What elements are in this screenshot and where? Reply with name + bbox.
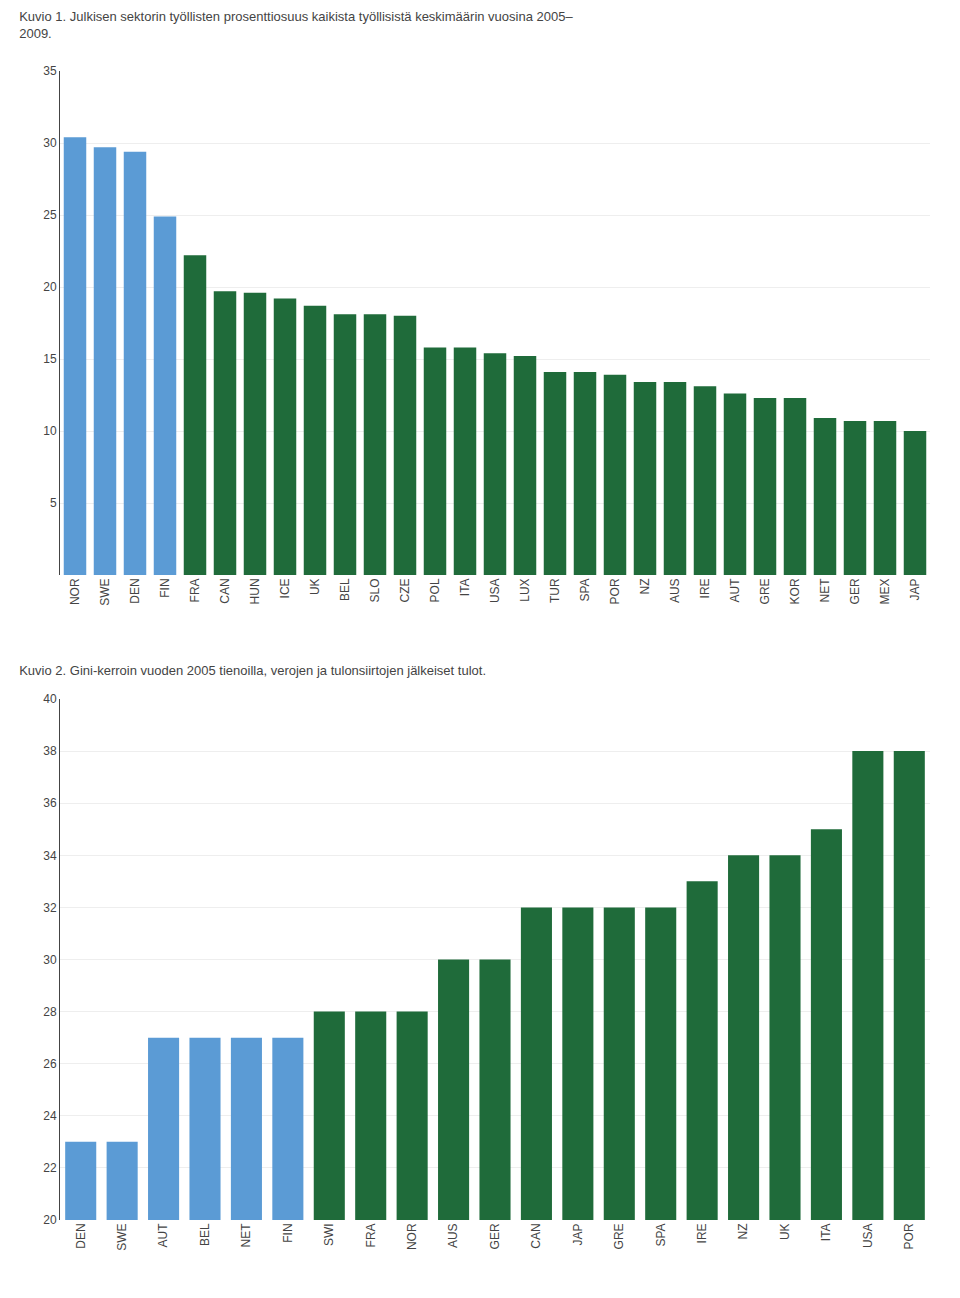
svg-text:IRE: IRE <box>695 1223 709 1243</box>
svg-text:24: 24 <box>43 1109 57 1123</box>
svg-text:30: 30 <box>43 136 57 150</box>
svg-text:GRE: GRE <box>758 578 772 604</box>
svg-text:NET: NET <box>239 1223 253 1248</box>
svg-text:LUX: LUX <box>518 578 532 601</box>
svg-text:40: 40 <box>43 692 57 706</box>
svg-text:CZE: CZE <box>398 578 412 602</box>
svg-text:SPA: SPA <box>654 1223 668 1246</box>
svg-text:ICE: ICE <box>278 578 292 598</box>
svg-text:SPA: SPA <box>578 578 592 601</box>
svg-text:SLO: SLO <box>368 578 382 602</box>
svg-text:GER: GER <box>488 1223 502 1249</box>
svg-text:38: 38 <box>43 744 57 758</box>
svg-text:20: 20 <box>43 280 57 294</box>
svg-text:CAN: CAN <box>529 1223 543 1248</box>
svg-text:NZ: NZ <box>638 578 652 594</box>
svg-text:POR: POR <box>608 578 622 604</box>
svg-text:SWE: SWE <box>98 578 112 605</box>
svg-text:IRE: IRE <box>698 578 712 598</box>
svg-text:DEN: DEN <box>74 1223 88 1248</box>
svg-text:GER: GER <box>848 578 862 604</box>
svg-text:UK: UK <box>778 1223 792 1240</box>
svg-text:NOR: NOR <box>405 1223 419 1250</box>
svg-text:22: 22 <box>43 1161 57 1175</box>
svg-text:USA: USA <box>861 1223 875 1248</box>
svg-text:28: 28 <box>43 1005 57 1019</box>
svg-text:BEL: BEL <box>338 578 352 601</box>
svg-text:KOR: KOR <box>788 578 802 604</box>
svg-text:FRA: FRA <box>188 578 202 602</box>
svg-text:MEX: MEX <box>878 578 892 604</box>
svg-text:UK: UK <box>308 578 322 595</box>
svg-text:TUR: TUR <box>548 578 562 603</box>
svg-text:36: 36 <box>43 796 57 810</box>
svg-text:10: 10 <box>43 424 57 438</box>
svg-text:FIN: FIN <box>281 1223 295 1242</box>
svg-text:JAP: JAP <box>571 1223 585 1245</box>
svg-text:32: 32 <box>43 901 57 915</box>
svg-text:30: 30 <box>43 953 57 967</box>
svg-text:BEL: BEL <box>198 1223 212 1246</box>
svg-text:26: 26 <box>43 1057 57 1071</box>
svg-text:ITA: ITA <box>819 1223 833 1241</box>
svg-text:SWI: SWI <box>322 1223 336 1246</box>
svg-text:JAP: JAP <box>908 578 922 600</box>
svg-text:USA: USA <box>488 578 502 603</box>
svg-text:15: 15 <box>43 352 57 366</box>
svg-text:NOR: NOR <box>68 578 82 605</box>
svg-text:POL: POL <box>428 578 442 602</box>
svg-text:SWE: SWE <box>115 1223 129 1250</box>
svg-text:5: 5 <box>50 496 57 510</box>
svg-text:AUS: AUS <box>668 578 682 603</box>
svg-text:34: 34 <box>43 849 57 863</box>
svg-text:DEN: DEN <box>128 578 142 603</box>
svg-text:25: 25 <box>43 208 57 222</box>
svg-text:20: 20 <box>43 1213 57 1227</box>
svg-text:GRE: GRE <box>612 1223 626 1249</box>
svg-text:FIN: FIN <box>158 578 172 597</box>
svg-text:Kuvio 2. Gini-kerroin vuoden 2: Kuvio 2. Gini-kerroin vuoden 2005 tienoi… <box>19 663 486 678</box>
svg-text:POR: POR <box>902 1223 916 1249</box>
svg-text:AUT: AUT <box>728 578 742 603</box>
svg-text:CAN: CAN <box>218 578 232 603</box>
svg-text:NET: NET <box>818 578 832 603</box>
svg-text:HUN: HUN <box>248 578 262 604</box>
svg-text:AUT: AUT <box>156 1223 170 1248</box>
svg-text:35: 35 <box>43 64 57 78</box>
svg-text:FRA: FRA <box>364 1223 378 1247</box>
svg-text:NZ: NZ <box>736 1223 750 1239</box>
svg-text:Kuvio 1. Julkisen sektorin työ: Kuvio 1. Julkisen sektorin työllisten pr… <box>19 9 573 41</box>
svg-text:ITA: ITA <box>458 578 472 596</box>
svg-text:AUS: AUS <box>446 1223 460 1248</box>
